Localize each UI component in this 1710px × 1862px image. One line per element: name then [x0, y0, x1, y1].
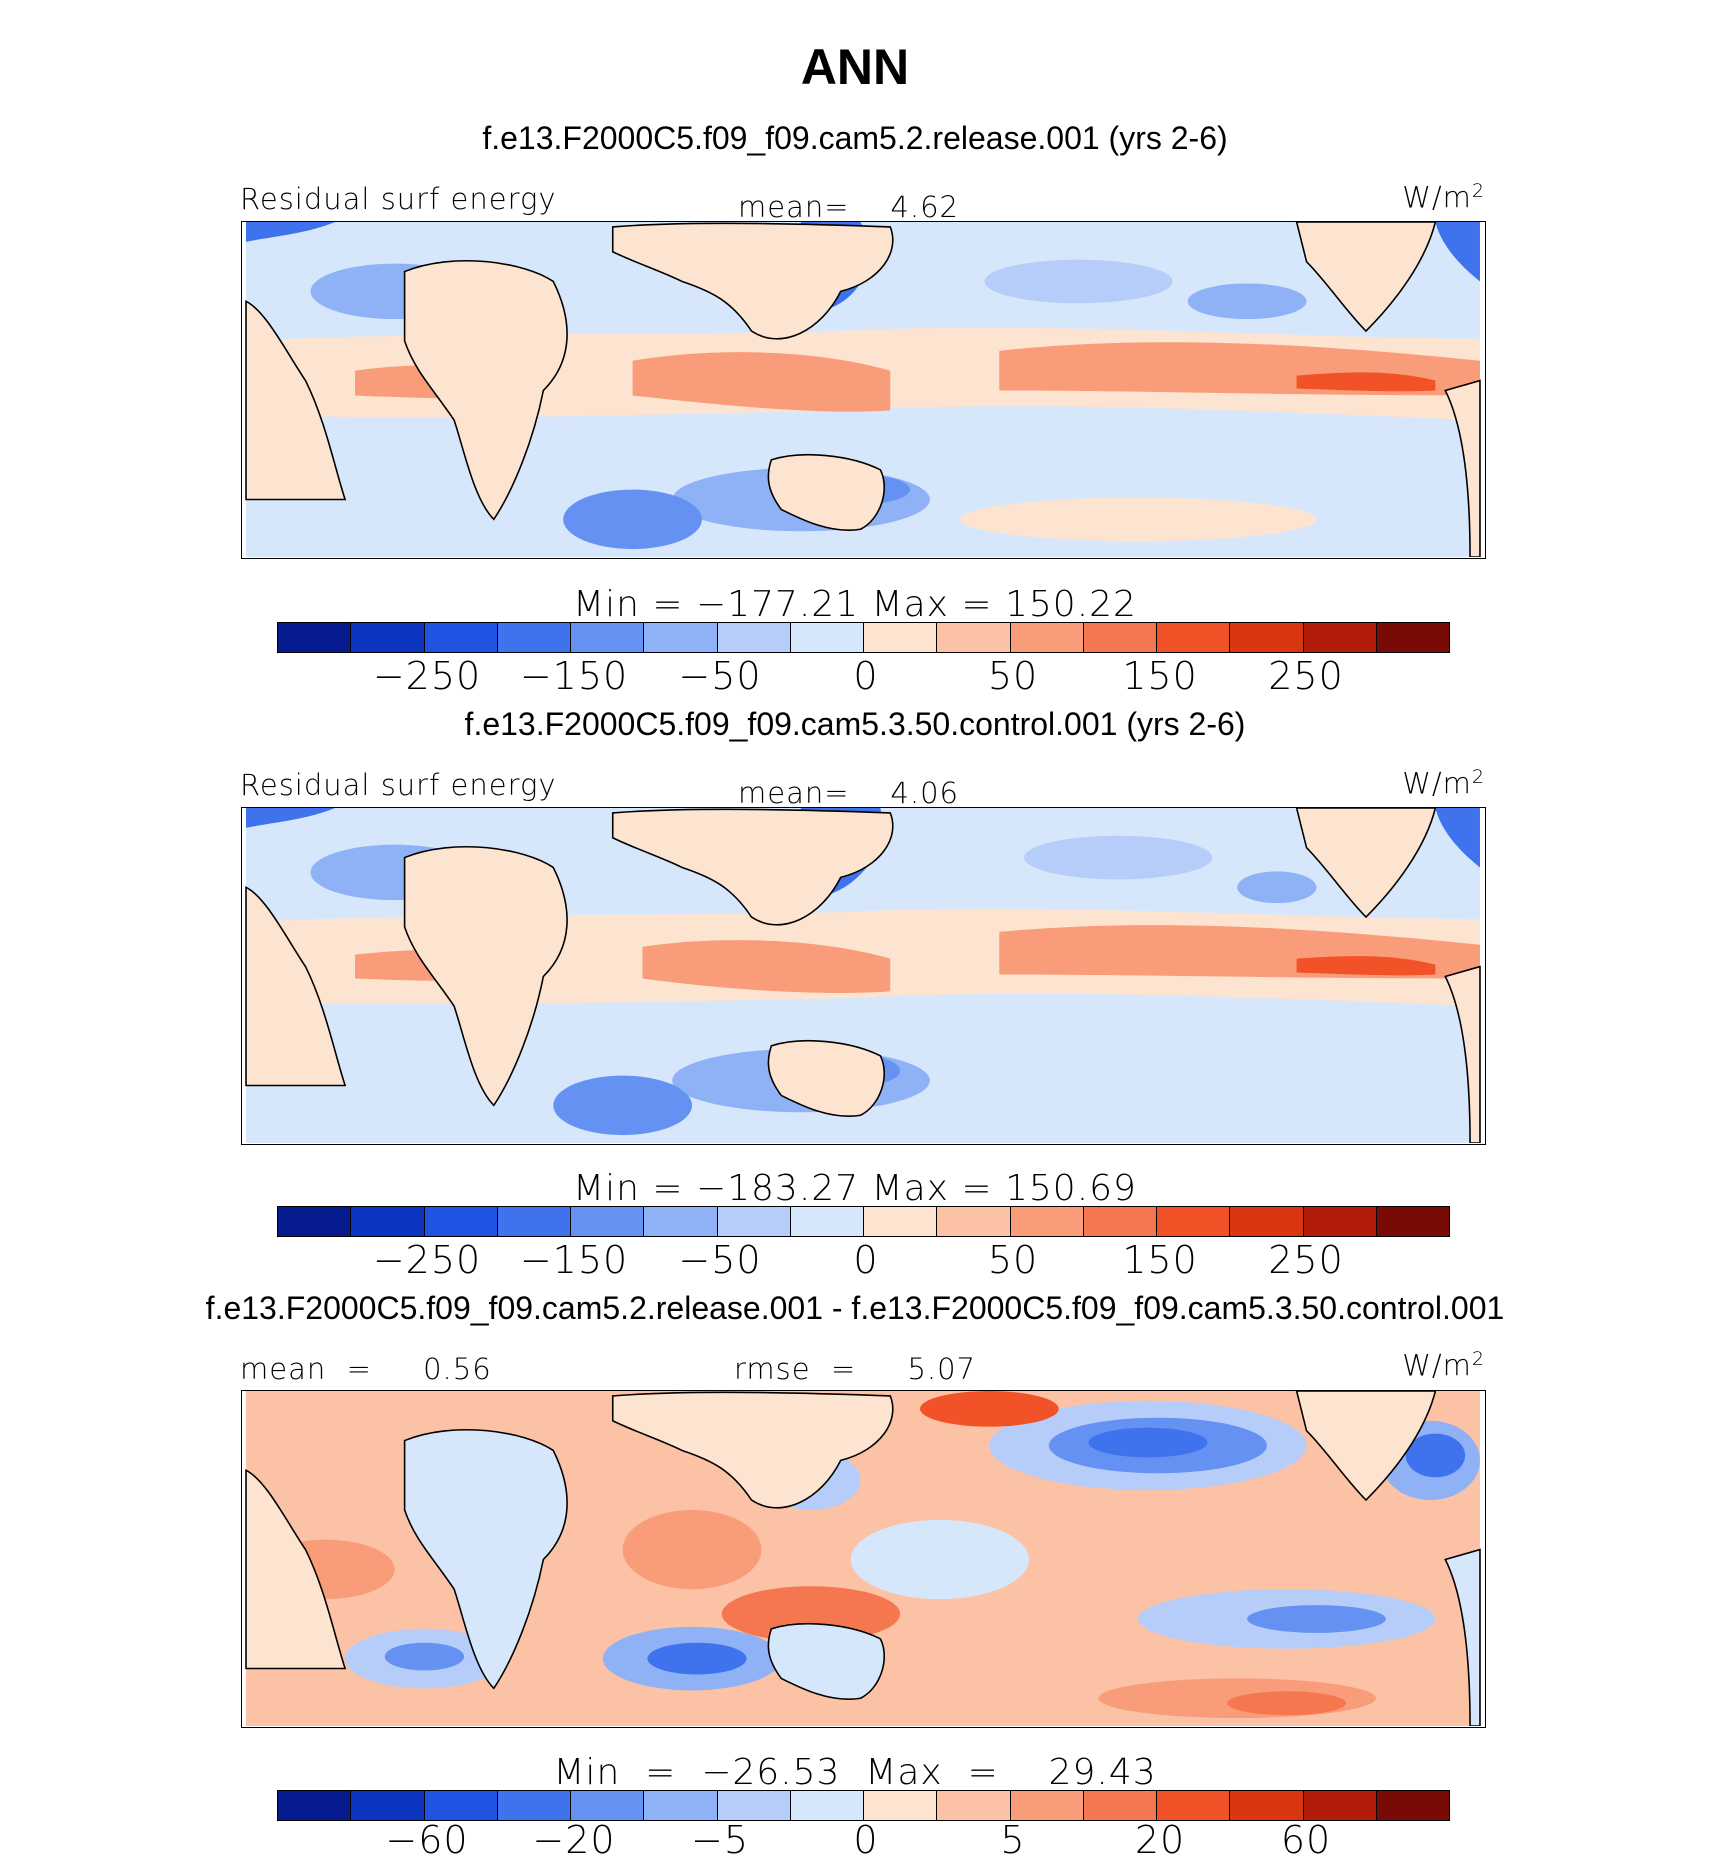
swatch: [1303, 623, 1377, 652]
panel-3-rmse-label: rmse = 5.07: [734, 1352, 977, 1386]
swatch: [1303, 1791, 1377, 1820]
panel-1-colorbar: [277, 622, 1450, 653]
panel-1-map: [241, 221, 1486, 559]
swatch: [1083, 1207, 1157, 1236]
panel-1-tick-label: −50: [678, 654, 762, 698]
panel-3-map: [241, 1390, 1486, 1728]
panel-1-tick-label: 0: [853, 654, 879, 698]
panel-3-case-title: f.e13.F2000C5.f09_f09.cam5.2.release.001…: [205, 1290, 1505, 1326]
swatch: [424, 1791, 498, 1820]
panel-1-tick-label: −250: [372, 654, 482, 698]
swatch: [644, 1207, 718, 1236]
swatch: [278, 1207, 352, 1236]
swatch: [717, 1791, 791, 1820]
swatch: [790, 1791, 864, 1820]
swatch: [497, 1207, 571, 1236]
swatch: [1230, 1207, 1304, 1236]
panel-1-tick-label: 150: [1122, 654, 1198, 698]
panel-1-case-title: f.e13.F2000C5.f09_f09.cam5.2.release.001…: [482, 120, 1228, 156]
panel-1-map-svg: [245, 222, 1481, 557]
swatch: [1376, 623, 1449, 652]
panel-1-field-label: Residual surf energy: [240, 182, 557, 216]
panel-2-tick-label: 50: [987, 1238, 1039, 1282]
panel-1-tick-label: 250: [1268, 654, 1344, 698]
swatch: [571, 623, 645, 652]
panel-3-colorbar: [277, 1790, 1450, 1821]
swatch: [644, 1791, 718, 1820]
swatch: [937, 1207, 1011, 1236]
swatch: [644, 623, 718, 652]
swatch: [864, 623, 938, 652]
panel-2-units: W/m2: [1402, 766, 1485, 801]
panel-3-tick-label: 20: [1134, 1818, 1186, 1862]
panel-2-tick-label: −150: [519, 1238, 629, 1282]
panel-3-map-svg: [245, 1391, 1481, 1726]
swatch: [571, 1791, 645, 1820]
panel-3-tick-label: 0: [853, 1818, 879, 1862]
panel-3-tick-label: −60: [385, 1818, 469, 1862]
panel-2-colorbar: [277, 1206, 1450, 1237]
swatch: [864, 1207, 938, 1236]
panel-3-units: W/m2: [1402, 1348, 1485, 1383]
swatch: [717, 623, 791, 652]
swatch: [1157, 623, 1231, 652]
panel-2-min-max: Min = −183.27 Max = 150.69: [573, 1168, 1137, 1209]
swatch: [1010, 1207, 1084, 1236]
panel-3-tick-label: 5: [1000, 1818, 1026, 1862]
swatch: [864, 1791, 938, 1820]
swatch: [1010, 623, 1084, 652]
panel-2-mean-label: mean= 4.06: [738, 776, 959, 810]
swatch: [790, 1207, 864, 1236]
panel-1-mean-label: mean= 4.62: [738, 190, 959, 224]
swatch: [1083, 623, 1157, 652]
swatch: [1230, 623, 1304, 652]
swatch: [424, 623, 498, 652]
panel-1-tick-label: 50: [987, 654, 1039, 698]
panel-1-units: W/m2: [1402, 180, 1485, 215]
swatch: [1376, 1207, 1449, 1236]
swatch: [497, 1791, 571, 1820]
panel-3-tick-label: −5: [690, 1818, 750, 1862]
swatch: [937, 1791, 1011, 1820]
swatch: [424, 1207, 498, 1236]
swatch: [351, 1207, 425, 1236]
swatch: [790, 623, 864, 652]
swatch: [1010, 1791, 1084, 1820]
panel-2-tick-label: −250: [372, 1238, 482, 1282]
swatch: [278, 1791, 352, 1820]
swatch: [1303, 1207, 1377, 1236]
panel-2-tick-label: 250: [1268, 1238, 1344, 1282]
swatch: [1230, 1791, 1304, 1820]
panel-2-case-title: f.e13.F2000C5.f09_f09.cam5.3.50.control.…: [464, 706, 1246, 742]
swatch: [278, 623, 352, 652]
swatch: [1083, 1791, 1157, 1820]
figure-title: ANN: [800, 39, 910, 95]
swatch: [497, 623, 571, 652]
panel-2-map-svg: [245, 808, 1481, 1143]
swatch: [351, 623, 425, 652]
panel-1-tick-label: −150: [519, 654, 629, 698]
swatch: [1157, 1207, 1231, 1236]
swatch: [1376, 1791, 1449, 1820]
panel-2-map: [241, 807, 1486, 1145]
panel-1-min-max: Min = −177.21 Max = 150.22: [573, 584, 1137, 625]
panel-2-tick-label: 0: [853, 1238, 879, 1282]
panel-3-min-max: Min = −26.53 Max = 29.43: [553, 1752, 1157, 1793]
panel-2-field-label: Residual surf energy: [240, 768, 557, 802]
panel-3-tick-label: 60: [1280, 1818, 1332, 1862]
panel-3-tick-label: −20: [532, 1818, 616, 1862]
panel-2-tick-label: −50: [678, 1238, 762, 1282]
panel-3-mean-label: mean = 0.56: [240, 1352, 492, 1386]
swatch: [1157, 1791, 1231, 1820]
panel-2-tick-label: 150: [1122, 1238, 1198, 1282]
swatch: [717, 1207, 791, 1236]
swatch: [351, 1791, 425, 1820]
swatch: [571, 1207, 645, 1236]
swatch: [937, 623, 1011, 652]
